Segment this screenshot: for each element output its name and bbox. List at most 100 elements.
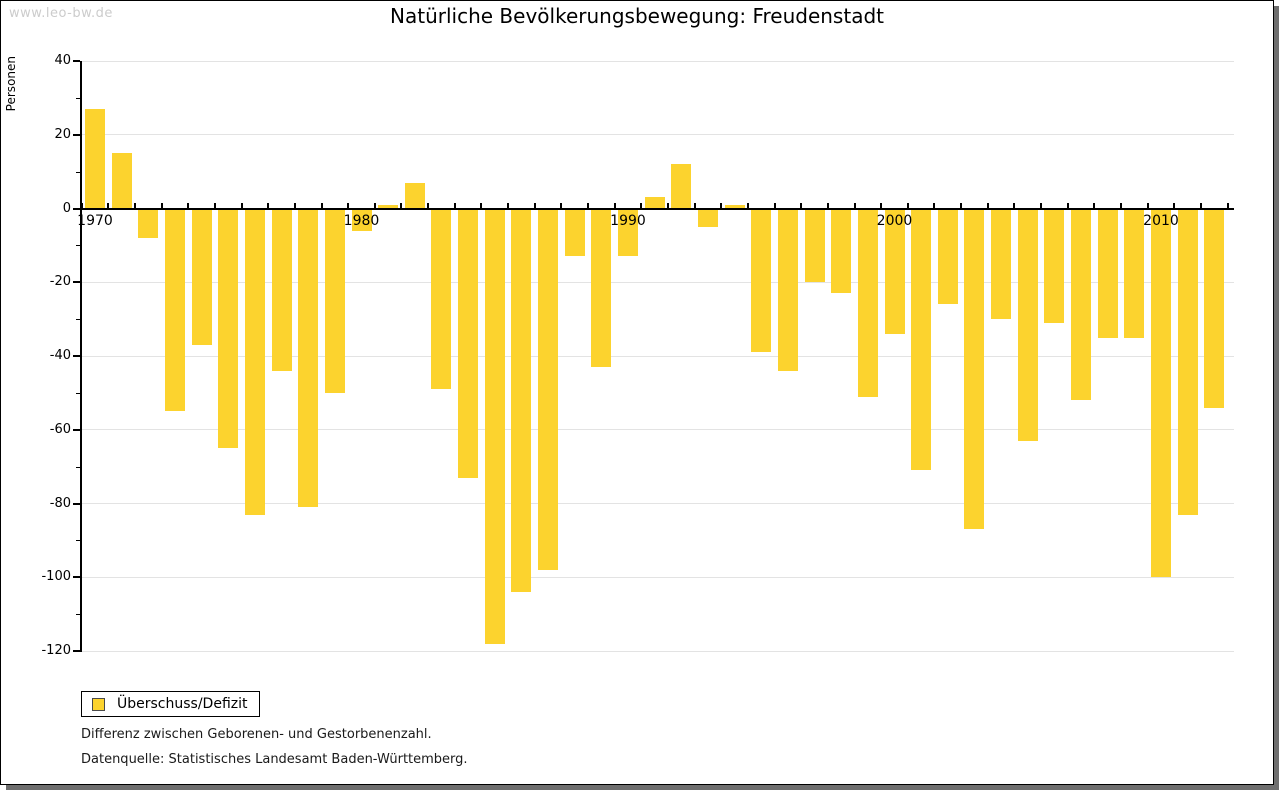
x-tick-25 [746,202,749,209]
bar-1984 [458,208,479,478]
y-tick-label--40: -40 [49,348,71,363]
x-tick-33 [960,202,963,209]
x-tick-21 [640,202,643,209]
x-tick-41 [1173,202,1176,209]
bar-1996 [777,208,798,371]
y-tick-minor--110 [76,614,80,616]
x-tick-10 [347,202,350,209]
x-tick-label-1970: 1970 [77,212,113,229]
y-tick-minor-30 [76,97,80,99]
bar-1983 [431,208,452,390]
x-tick-28 [826,202,829,209]
x-tick-4 [187,202,190,209]
x-tick-23 [693,202,696,209]
x-tick-22 [666,202,669,209]
x-tick-2 [133,202,136,209]
x-tick-42 [1199,202,1202,209]
bar-1982 [404,182,425,209]
x-tick-5 [213,202,216,209]
x-tick-38 [1093,202,1096,209]
x-tick-3 [160,202,163,209]
x-tick-14 [453,202,456,209]
x-axis-zero-line [81,207,1234,210]
y-tick-minor--50 [76,392,80,394]
x-tick-19 [587,202,590,209]
x-tick-29 [853,202,856,209]
bar-1974 [191,208,212,345]
bar-1987 [538,208,559,570]
y-tick-minor--30 [76,319,80,321]
x-tick-36 [1040,202,1043,209]
bar-1989 [591,208,612,368]
bar-1980 [351,208,372,231]
x-tick-35 [1013,202,1016,209]
bar-1994 [724,204,745,209]
y-tick--100 [73,576,80,579]
gridline-40 [81,60,1234,62]
x-tick-12 [400,202,403,209]
bar-2007 [1071,208,1092,401]
bar-1981 [378,204,399,209]
y-axis-title: Personen [4,56,18,112]
x-tick-30 [880,202,883,209]
footnote-datasource: Datenquelle: Statistisches Landesamt Bad… [81,752,468,767]
bar-1988 [564,208,585,257]
x-tick-27 [800,202,803,209]
bar-2000 [884,208,905,334]
y-tick-20 [73,133,80,136]
bar-1986 [511,208,532,592]
y-tick--60 [73,428,80,431]
watermark: www.leo-bw.de [9,6,113,21]
x-tick-20 [613,202,616,209]
bar-1970 [85,108,105,209]
y-tick-minor--10 [76,245,80,247]
bar-1971 [111,153,132,209]
bar-1999 [857,208,878,397]
bar-2002 [937,208,958,305]
legend: Überschuss/Defizit [81,691,261,717]
bar-1976 [244,208,265,515]
x-tick-9 [320,202,323,209]
bar-1985 [484,208,505,644]
x-tick-15 [480,202,483,209]
y-tick-minor--90 [76,540,80,542]
bar-1973 [164,208,185,412]
y-tick--40 [73,355,80,357]
bar-2011 [1177,208,1198,515]
bar-1978 [298,208,319,508]
x-tick-8 [293,202,296,209]
x-tick-6 [240,202,243,209]
x-tick-37 [1066,202,1069,209]
y-tick-label--80: -80 [49,495,71,511]
x-tick-1 [107,202,110,209]
x-tick-7 [267,202,270,209]
bar-1975 [218,208,239,449]
bar-2008 [1097,208,1118,338]
y-tick-label--20: -20 [49,274,71,290]
bar-2009 [1124,208,1145,338]
bar-1991 [644,197,665,209]
bar-1995 [751,208,772,353]
y-tick-label-0: 0 [62,200,71,216]
bar-1992 [671,164,692,209]
gridline-20 [81,134,1234,136]
bar-2010 [1151,208,1171,578]
y-tick-label--120: -120 [41,643,71,658]
bar-2006 [1044,208,1065,323]
y-tick--20 [73,281,80,284]
bar-1998 [831,208,852,294]
y-tick--120 [73,650,80,652]
gridline--100 [81,576,1234,578]
gridline--60 [81,429,1234,431]
bar-1972 [138,208,159,238]
x-tick-31 [906,202,909,209]
gridline--40 [81,355,1234,357]
x-tick-16 [507,202,510,209]
footnote-difference: Differenz zwischen Geborenen- und Gestor… [81,727,432,742]
x-tick-40 [1146,202,1149,209]
y-axis-line [80,61,82,652]
bar-2001 [911,208,932,471]
x-tick-39 [1120,202,1123,209]
x-tick-18 [560,202,563,209]
